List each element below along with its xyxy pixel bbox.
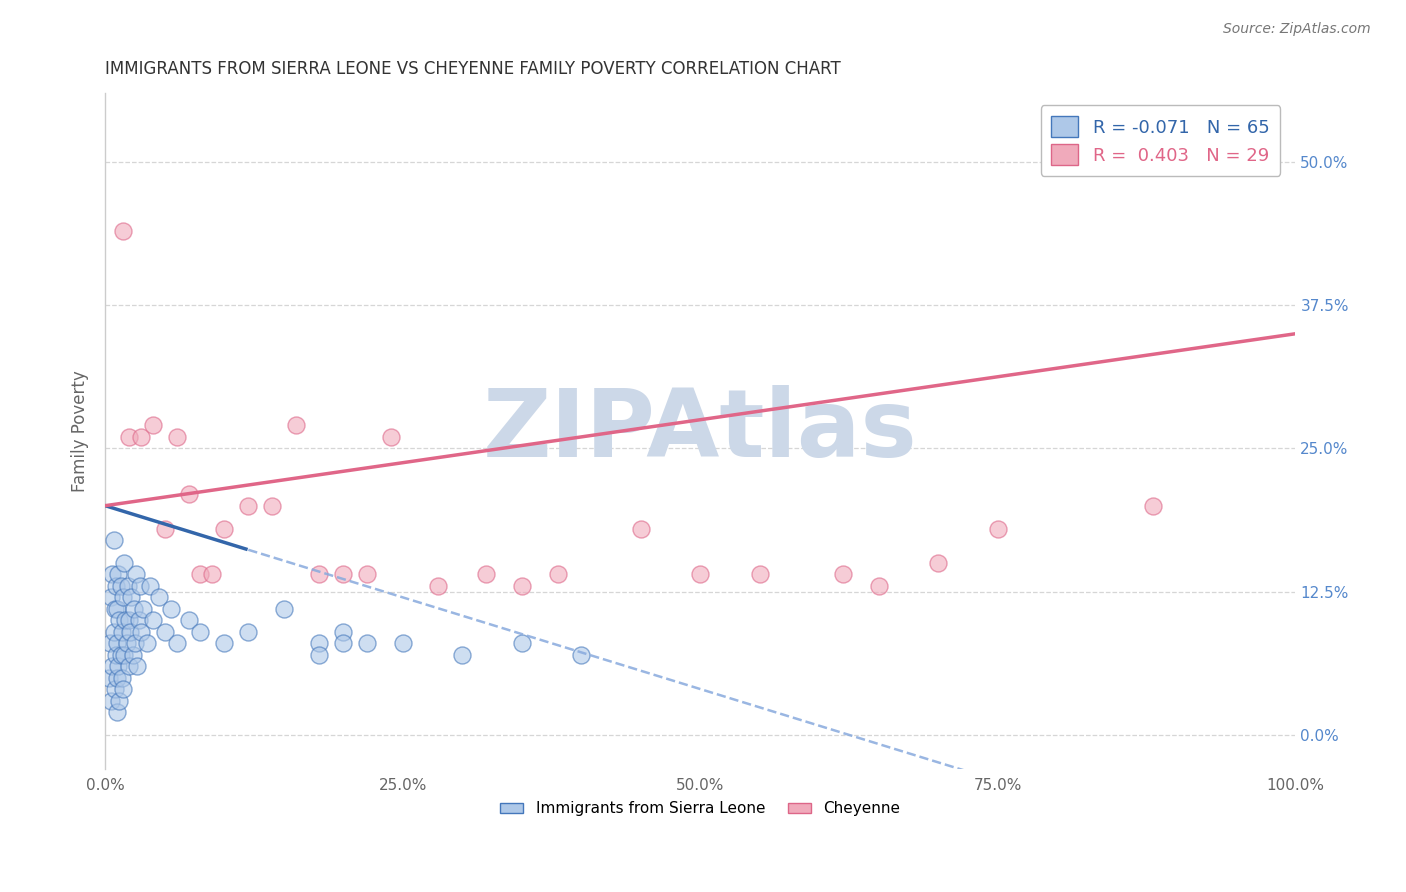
Point bbox=[117, 579, 139, 593]
Point bbox=[128, 579, 150, 593]
Point bbox=[112, 591, 135, 605]
Point bbox=[451, 648, 474, 662]
Text: Source: ZipAtlas.com: Source: ZipAtlas.com bbox=[1223, 22, 1371, 37]
Point bbox=[118, 659, 141, 673]
Point bbox=[118, 430, 141, 444]
Point bbox=[139, 579, 162, 593]
Point bbox=[1142, 499, 1164, 513]
Point bbox=[475, 567, 498, 582]
Point bbox=[212, 522, 235, 536]
Legend: Immigrants from Sierra Leone, Cheyenne: Immigrants from Sierra Leone, Cheyenne bbox=[495, 796, 907, 822]
Point bbox=[236, 499, 259, 513]
Point bbox=[100, 591, 122, 605]
Text: IMMIGRANTS FROM SIERRA LEONE VS CHEYENNE FAMILY POVERTY CORRELATION CHART: IMMIGRANTS FROM SIERRA LEONE VS CHEYENNE… bbox=[105, 60, 841, 78]
Point bbox=[128, 613, 150, 627]
Point bbox=[332, 624, 354, 639]
Point bbox=[103, 533, 125, 547]
Point bbox=[630, 522, 652, 536]
Point bbox=[107, 567, 129, 582]
Point bbox=[103, 624, 125, 639]
Point bbox=[427, 579, 450, 593]
Point bbox=[129, 624, 152, 639]
Text: ZIPAtlas: ZIPAtlas bbox=[482, 385, 918, 477]
Point bbox=[190, 624, 212, 639]
Point bbox=[108, 693, 131, 707]
Point bbox=[104, 648, 127, 662]
Point bbox=[127, 659, 149, 673]
Point bbox=[380, 430, 402, 444]
Point bbox=[159, 602, 181, 616]
Point bbox=[125, 567, 148, 582]
Y-axis label: Family Poverty: Family Poverty bbox=[72, 370, 89, 492]
Point bbox=[356, 636, 378, 650]
Point bbox=[142, 418, 165, 433]
Point bbox=[356, 567, 378, 582]
Point bbox=[111, 671, 134, 685]
Point bbox=[273, 602, 295, 616]
Point bbox=[129, 430, 152, 444]
Point bbox=[177, 613, 200, 627]
Point bbox=[104, 602, 127, 616]
Point bbox=[332, 636, 354, 650]
Point bbox=[510, 636, 533, 650]
Point bbox=[105, 602, 128, 616]
Point bbox=[142, 613, 165, 627]
Point bbox=[115, 636, 138, 650]
Point bbox=[112, 224, 135, 238]
Point bbox=[148, 591, 170, 605]
Point bbox=[689, 567, 711, 582]
Point bbox=[112, 648, 135, 662]
Point bbox=[122, 602, 145, 616]
Point bbox=[112, 681, 135, 696]
Point bbox=[177, 487, 200, 501]
Point bbox=[110, 648, 132, 662]
Point bbox=[118, 613, 141, 627]
Point bbox=[569, 648, 592, 662]
Point bbox=[212, 636, 235, 650]
Point bbox=[112, 556, 135, 570]
Point bbox=[124, 636, 146, 650]
Point bbox=[868, 579, 890, 593]
Point bbox=[201, 567, 224, 582]
Point bbox=[153, 624, 176, 639]
Point bbox=[166, 430, 188, 444]
Point bbox=[927, 556, 949, 570]
Point bbox=[120, 591, 142, 605]
Point bbox=[104, 579, 127, 593]
Point bbox=[135, 636, 157, 650]
Point bbox=[132, 602, 155, 616]
Point bbox=[104, 681, 127, 696]
Point bbox=[332, 567, 354, 582]
Point bbox=[107, 659, 129, 673]
Point bbox=[308, 567, 330, 582]
Point bbox=[236, 624, 259, 639]
Point bbox=[105, 705, 128, 719]
Point bbox=[111, 624, 134, 639]
Point bbox=[98, 636, 121, 650]
Point bbox=[120, 624, 142, 639]
Point bbox=[114, 613, 136, 627]
Point bbox=[110, 579, 132, 593]
Point bbox=[101, 567, 124, 582]
Point bbox=[153, 522, 176, 536]
Point bbox=[101, 659, 124, 673]
Point bbox=[308, 636, 330, 650]
Point bbox=[97, 671, 120, 685]
Point bbox=[121, 648, 143, 662]
Point bbox=[547, 567, 569, 582]
Point bbox=[260, 499, 283, 513]
Point bbox=[832, 567, 855, 582]
Point bbox=[284, 418, 307, 433]
Point bbox=[105, 636, 128, 650]
Point bbox=[987, 522, 1010, 536]
Point bbox=[391, 636, 413, 650]
Point bbox=[108, 613, 131, 627]
Point bbox=[510, 579, 533, 593]
Point bbox=[190, 567, 212, 582]
Point bbox=[748, 567, 770, 582]
Point bbox=[308, 648, 330, 662]
Point bbox=[100, 693, 122, 707]
Point bbox=[105, 671, 128, 685]
Point bbox=[166, 636, 188, 650]
